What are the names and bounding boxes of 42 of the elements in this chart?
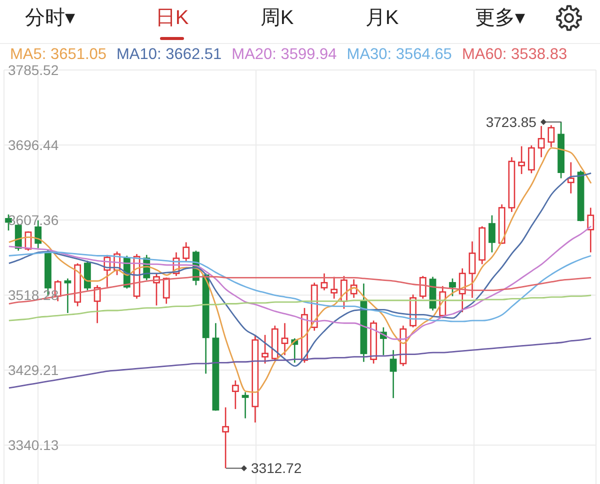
y-tick-label: 3696.44 <box>8 136 59 153</box>
candlestick <box>538 125 545 158</box>
text: 日K <box>155 6 189 31</box>
candlestick <box>330 276 338 300</box>
text: 3723.85 <box>486 114 536 130</box>
text: MA5: 3651.05 <box>10 46 107 64</box>
text: 3312.72 <box>251 460 302 476</box>
text: 周K <box>260 6 294 31</box>
candlestick <box>94 284 101 324</box>
y-tick-label: 3429.21 <box>8 362 59 378</box>
candlestick <box>182 242 190 262</box>
candlestick <box>548 124 555 148</box>
y-tick-label: 3785.52 <box>8 62 59 78</box>
candlestick <box>390 349 397 399</box>
candlestick <box>242 392 249 419</box>
text: 月K <box>365 6 399 31</box>
candlestick <box>64 278 72 314</box>
line-series <box>8 338 592 389</box>
line-series <box>8 252 592 322</box>
line-series <box>8 172 592 367</box>
candlestick <box>587 207 594 254</box>
text: MA10: 3662.51 <box>116 46 222 64</box>
candlestick <box>232 380 239 410</box>
candlestick <box>518 146 526 175</box>
candlestick <box>567 162 574 194</box>
y-tick-label: 3340.13 <box>8 437 59 454</box>
candlestick <box>488 214 496 254</box>
candlestick <box>449 278 456 297</box>
candlestick <box>162 276 170 304</box>
candlestick <box>281 322 288 356</box>
candlestick <box>419 275 426 300</box>
text: MA60: 3538.83 <box>462 46 568 64</box>
candlestick <box>458 268 466 313</box>
candlestick <box>468 240 476 299</box>
candlestick <box>528 144 535 174</box>
candlestick <box>262 334 268 364</box>
candlestick <box>320 272 328 291</box>
candlestick <box>222 406 230 469</box>
text: MA20: 3599.94 <box>232 46 337 64</box>
text: 分时▾ <box>24 6 76 31</box>
text: MA30: 3564.65 <box>346 46 452 64</box>
text: 更多▾ <box>474 6 526 31</box>
